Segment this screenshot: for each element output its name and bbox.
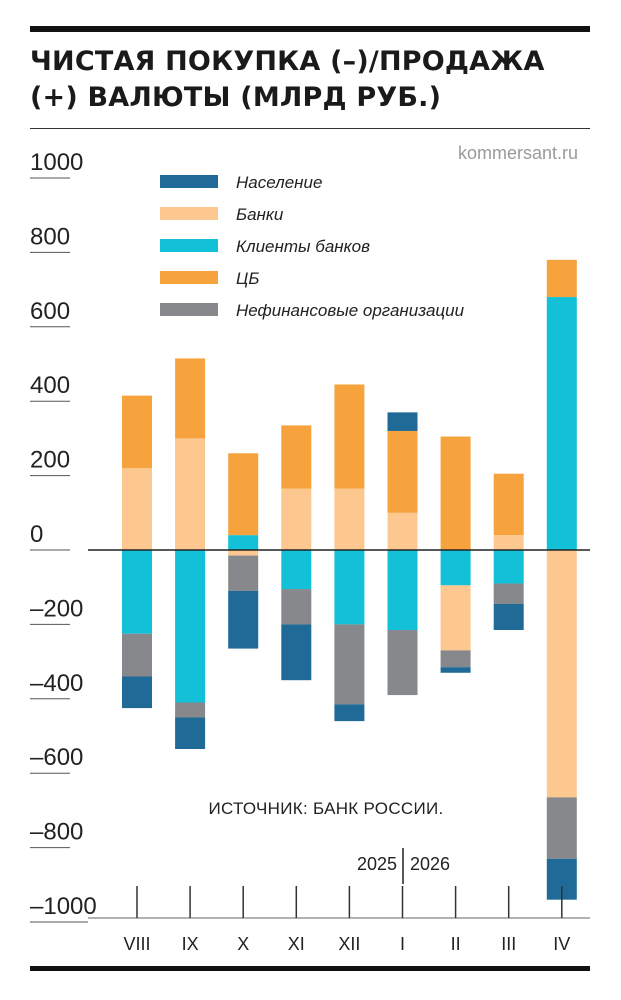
- bar-segment: [334, 488, 365, 550]
- y-tick-label: 800: [30, 223, 70, 250]
- bar-segment: [334, 704, 365, 722]
- bottom-rule: [30, 966, 590, 971]
- title-rule: [30, 128, 590, 129]
- x-axis: VIII IX X XI XII I II III IV: [88, 886, 590, 954]
- bar-segment: [175, 702, 206, 718]
- x-tick-label: VIII: [123, 934, 150, 954]
- y-tick-label: –200: [30, 595, 83, 622]
- bar-segment: [122, 395, 152, 469]
- bar-segment: [228, 590, 259, 649]
- bar-segment: [175, 717, 206, 750]
- legend-label: Банки: [236, 205, 284, 224]
- y-tick-label: 1000: [30, 149, 83, 176]
- legend-swatch: [160, 207, 218, 220]
- bar-segment: [228, 550, 259, 556]
- bar-segment: [122, 633, 152, 677]
- bars: [122, 259, 577, 900]
- legend-label: Нефинансовые организации: [236, 301, 465, 320]
- bar-segment: [281, 488, 312, 550]
- bar-segment: [122, 550, 152, 634]
- bar-segment: [334, 384, 365, 489]
- x-tick-label: IX: [182, 934, 199, 954]
- bar-segment: [387, 629, 418, 696]
- x-tick-label: X: [237, 934, 249, 954]
- bar-segment: [440, 585, 471, 651]
- bar-segment: [281, 550, 312, 590]
- bar-segment: [228, 535, 259, 550]
- x-tick-label: XII: [338, 934, 360, 954]
- bar-segment: [493, 550, 524, 584]
- bar-segment: [281, 589, 312, 625]
- year-2026-label: 2026: [410, 854, 450, 874]
- y-tick-label: 400: [30, 372, 70, 399]
- bar-segment: [334, 624, 365, 705]
- bar-segment: [387, 430, 418, 513]
- bar-segment: [546, 550, 577, 798]
- bar-segment: [228, 453, 259, 536]
- bar-segment: [493, 603, 524, 630]
- y-axis: 1000 800 600 400 200 0 –200 –400 –600 –800 –1000: [30, 149, 97, 923]
- source-note: ИСТОЧНИК: БАНК РОССИИ.: [208, 799, 443, 818]
- chart-title: ЧИСТАЯ ПОКУПКА (–)/ПРОДАЖА (+) ВАЛЮТЫ (М…: [30, 46, 545, 113]
- bar-segment: [546, 259, 577, 298]
- bar-segment: [281, 425, 312, 489]
- bar-segment: [387, 412, 418, 431]
- bar-segment: [175, 438, 206, 550]
- legend-label: Население: [236, 173, 322, 192]
- top-rule: [30, 26, 590, 32]
- x-tick-label: III: [501, 934, 516, 954]
- legend-swatch: [160, 239, 218, 252]
- legend-swatch: [160, 303, 218, 316]
- bar-segment: [440, 650, 471, 668]
- legend: Население Банки Клиенты банков ЦБ Нефинансов…: [160, 173, 465, 320]
- y-tick-label: –1000: [30, 893, 97, 920]
- bar-segment: [440, 436, 471, 550]
- y-tick-label: 0: [30, 521, 43, 548]
- bar-segment: [387, 512, 418, 550]
- bar-segment: [440, 667, 471, 673]
- y-tick-label: 200: [30, 447, 70, 474]
- bar-segment: [546, 797, 577, 859]
- x-tick-label: XI: [288, 934, 305, 954]
- bar-segment: [546, 297, 577, 550]
- bar-segment: [281, 624, 312, 681]
- y-tick-label: 600: [30, 298, 70, 325]
- x-tick-label: II: [451, 934, 461, 954]
- bar-segment: [440, 550, 471, 586]
- bar-segment: [334, 550, 365, 625]
- legend-swatch: [160, 271, 218, 284]
- x-tick-label: I: [400, 934, 405, 954]
- bar-segment: [493, 473, 524, 536]
- bar-segment: [493, 583, 524, 604]
- legend-label: ЦБ: [236, 269, 259, 288]
- y-tick-label: –600: [30, 744, 83, 771]
- y-tick-label: –400: [30, 670, 83, 697]
- site-credit: kommersant.ru: [458, 143, 578, 163]
- bar-segment: [387, 550, 418, 630]
- legend-swatch: [160, 175, 218, 188]
- x-tick-label: IV: [553, 934, 570, 954]
- bar-segment: [493, 535, 524, 550]
- bar-segment: [122, 468, 152, 550]
- bar-segment: [175, 550, 206, 703]
- y-tick-label: –800: [30, 819, 83, 846]
- bar-segment: [228, 555, 259, 591]
- year-2025-label: 2025: [357, 854, 397, 874]
- bar-segment: [175, 358, 206, 439]
- legend-label: Клиенты банков: [236, 237, 370, 256]
- bar-segment: [122, 676, 152, 709]
